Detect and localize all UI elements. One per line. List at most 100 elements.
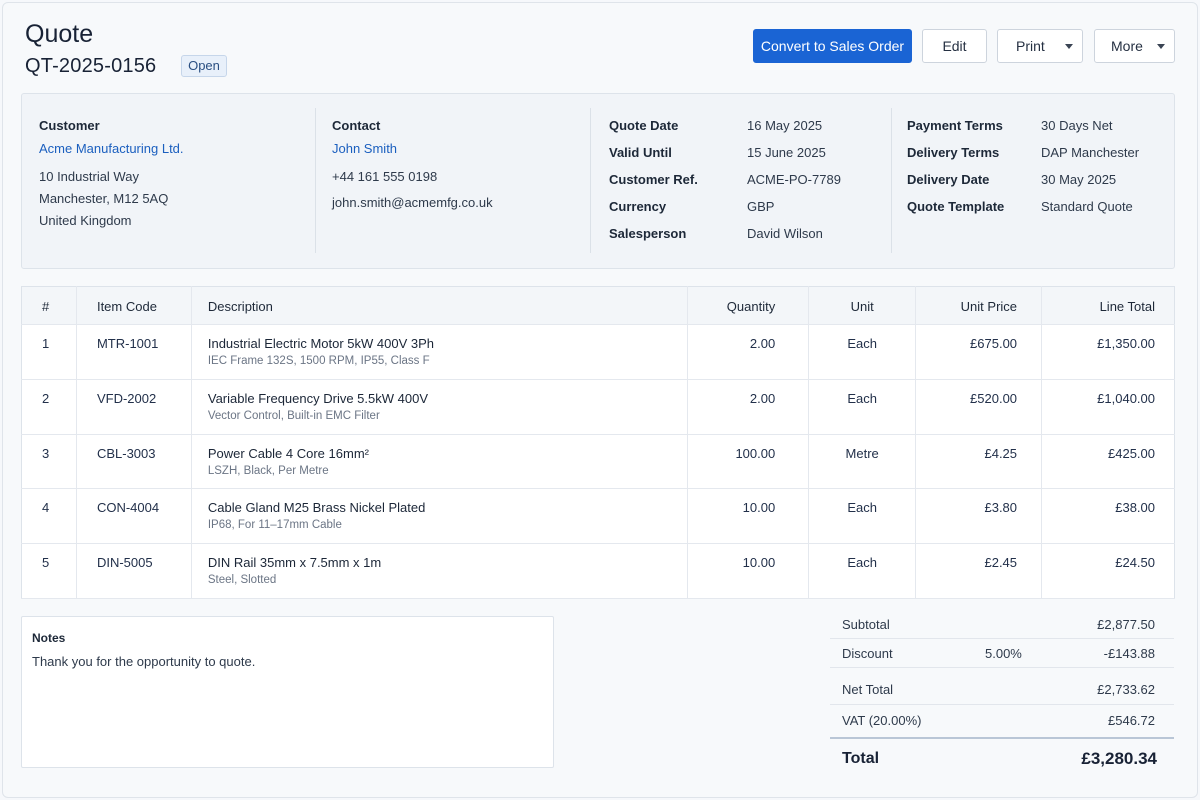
payment-terms-value: 30 Days Net xyxy=(1041,118,1113,133)
delivery-date-label: Delivery Date xyxy=(907,172,990,187)
quote-date-value: 16 May 2025 xyxy=(747,118,823,133)
item-line-total: £1,350.00 xyxy=(1041,324,1175,380)
quote-template-value: Standard Quote xyxy=(1041,199,1133,214)
quote-template-label: Quote Template xyxy=(907,199,1005,214)
divider xyxy=(315,108,316,253)
column-header: # xyxy=(21,286,77,325)
contact-name-link[interactable]: John Smith xyxy=(332,141,398,156)
divider xyxy=(891,108,892,253)
more-label: More xyxy=(1111,38,1143,54)
edit-button[interactable]: Edit xyxy=(922,29,987,63)
item-line-total: £24.50 xyxy=(1041,543,1175,599)
salesperson-label: Salesperson xyxy=(609,226,687,241)
column-header: Description xyxy=(191,286,689,325)
grand-total-value: £3,280.34 xyxy=(1081,749,1157,768)
grand-total-label: Total xyxy=(842,750,880,767)
item-unit: Each xyxy=(808,324,917,380)
subtotal-value: £2,877.50 xyxy=(1097,617,1155,632)
item-line-total: £425.00 xyxy=(1041,434,1175,490)
table-row[interactable]: 5 DIN-5005 DIN Rail 35mm x 7.5mm x 1m St… xyxy=(21,543,1175,599)
net-total-label: Net Total xyxy=(842,682,894,697)
salesperson-value: David Wilson xyxy=(747,226,823,241)
customer-heading: Customer xyxy=(39,118,100,133)
item-quantity: 10.00 xyxy=(687,488,810,545)
column-header: Item Code xyxy=(76,286,192,325)
customer-name-link[interactable]: Acme Manufacturing Ltd. xyxy=(39,141,184,156)
quote-number: QT-2025-0156 xyxy=(25,55,157,77)
item-description-main: Industrial Electric Motor 5kW 400V 3Ph xyxy=(207,336,435,351)
item-description-sub: LSZH, Black, Per Metre xyxy=(207,464,329,477)
valid-until-label: Valid Until xyxy=(609,145,672,160)
print-button[interactable]: Print xyxy=(997,29,1083,63)
print-label: Print xyxy=(1016,38,1045,54)
payment-terms-label: Payment Terms xyxy=(907,118,1003,133)
item-line-total: £38.00 xyxy=(1041,488,1175,545)
customer-ref-label: Customer Ref. xyxy=(609,172,698,187)
item-code: DIN-5005 xyxy=(76,543,192,599)
item-unit-price: £4.25 xyxy=(915,434,1043,490)
notes-box[interactable]: Notes Thank you for the opportunity to q… xyxy=(21,616,554,768)
valid-until-value: 15 June 2025 xyxy=(747,145,826,160)
table-header-row: # Item Code Description Quantity Unit Un… xyxy=(21,286,1175,325)
divider xyxy=(830,638,1174,639)
discount-label: Discount xyxy=(842,646,893,661)
line-number: 4 xyxy=(21,488,77,545)
item-quantity: 100.00 xyxy=(687,434,810,490)
notes-text: Thank you for the opportunity to quote. xyxy=(32,654,256,669)
item-description: Power Cable 4 Core 16mm² LSZH, Black, Pe… xyxy=(191,434,689,490)
item-description: DIN Rail 35mm x 7.5mm x 1m Steel, Slotte… xyxy=(191,543,689,599)
vat-value: £546.72 xyxy=(1108,713,1155,728)
discount-percent: 5.00% xyxy=(985,646,1022,661)
item-description-main: Cable Gland M25 Brass Nickel Plated xyxy=(207,500,426,516)
currency-label: Currency xyxy=(609,199,667,214)
status-badge: Open xyxy=(181,55,227,77)
column-header: Line Total xyxy=(1041,286,1175,325)
chevron-down-icon xyxy=(1065,44,1073,49)
table-row[interactable]: 2 VFD-2002 Variable Frequency Drive 5.5k… xyxy=(21,379,1175,435)
item-unit: Metre xyxy=(808,434,917,490)
item-line-total: £1,040.00 xyxy=(1041,379,1175,435)
item-code: MTR-1001 xyxy=(76,324,192,380)
item-description-sub: IEC Frame 132S, 1500 RPM, IP55, Class F xyxy=(207,355,430,367)
item-code: CON-4004 xyxy=(76,488,192,545)
item-description-main: DIN Rail 35mm x 7.5mm x 1m xyxy=(207,555,382,571)
contact-email: john.smith@acmemfg.co.uk xyxy=(332,195,493,210)
contact-phone: +44 161 555 0198 xyxy=(332,169,438,184)
more-button[interactable]: More xyxy=(1094,29,1175,63)
notes-label: Notes xyxy=(32,631,66,645)
divider xyxy=(830,667,1174,668)
item-quantity: 10.00 xyxy=(687,543,810,599)
delivery-date-value: 30 May 2025 xyxy=(1041,172,1117,187)
table-row[interactable]: 3 CBL-3003 Power Cable 4 Core 16mm² LSZH… xyxy=(21,434,1175,490)
convert-to-sales-order-button[interactable]: Convert to Sales Order xyxy=(753,29,912,63)
column-header: Quantity xyxy=(687,286,810,325)
item-description: Cable Gland M25 Brass Nickel Plated IP68… xyxy=(191,488,689,545)
line-number: 1 xyxy=(21,324,77,380)
item-unit-price: £520.00 xyxy=(915,379,1043,435)
line-number: 3 xyxy=(21,434,77,490)
divider xyxy=(830,704,1174,705)
quote-date-label: Quote Date xyxy=(609,118,679,133)
customer-ref-value: ACME-PO-7789 xyxy=(747,172,841,187)
table-row[interactable]: 1 MTR-1001 Industrial Electric Motor 5kW… xyxy=(21,324,1175,380)
item-unit: Each xyxy=(808,488,917,545)
chevron-down-icon xyxy=(1157,44,1165,49)
item-description-sub: Vector Control, Built-in EMC Filter xyxy=(207,409,380,422)
net-total-value: £2,733.62 xyxy=(1097,682,1155,697)
table-row[interactable]: 4 CON-4004 Cable Gland M25 Brass Nickel … xyxy=(21,488,1175,545)
item-description-main: Variable Frequency Drive 5.5kW 400V xyxy=(207,390,428,406)
page-title: Quote xyxy=(25,20,94,48)
divider xyxy=(590,108,591,253)
customer-address-line1: 10 Industrial Way xyxy=(39,169,139,184)
subtotal-label: Subtotal xyxy=(842,617,890,632)
customer-address-line3: United Kingdom xyxy=(39,213,132,228)
item-unit-price: £675.00 xyxy=(915,324,1043,380)
line-items-table: # Item Code Description Quantity Unit Un… xyxy=(21,286,1175,599)
item-quantity: 2.00 xyxy=(687,324,810,380)
item-quantity: 2.00 xyxy=(687,379,810,435)
item-unit-price: £3.80 xyxy=(915,488,1043,545)
item-unit-price: £2.45 xyxy=(915,543,1043,599)
item-unit: Each xyxy=(808,543,917,599)
item-description-sub: IP68, For 11–17mm Cable xyxy=(207,519,342,532)
discount-value: -£143.88 xyxy=(1103,646,1155,661)
